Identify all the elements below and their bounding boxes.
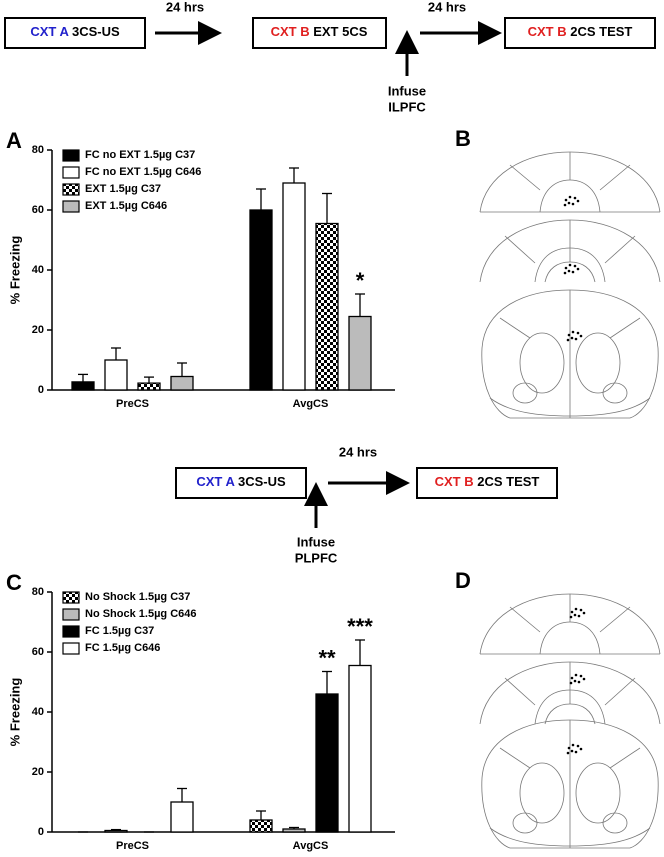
y-tick-label: 80: [32, 144, 44, 156]
legend-swatch: [62, 183, 80, 196]
bar: [315, 693, 339, 833]
interval: 24 hrs: [428, 0, 466, 14]
panel-label: D: [455, 568, 471, 593]
step-text: CXT B 2CS TEST: [435, 474, 540, 489]
infuse-site: ILPFC: [388, 99, 426, 114]
bar: [348, 315, 372, 391]
bar: [104, 359, 128, 391]
legend-label: FC no EXT 1.5µg C646: [85, 166, 201, 178]
bar: [71, 381, 95, 391]
y-tick-label: 80: [32, 586, 44, 598]
y-tick-label: 0: [38, 384, 44, 396]
significance: **: [318, 645, 336, 670]
protocol: CXT A 3CS-US 24 hrs CXT B EXT 5CS Infuse…: [4, 0, 656, 114]
y-tick-label: 40: [32, 706, 44, 718]
significance: ***: [347, 614, 373, 639]
step-box: [175, 467, 307, 499]
legend-swatch: [62, 166, 80, 179]
y-tick-label: 60: [32, 204, 44, 216]
infuse-site: PLPFC: [295, 550, 338, 565]
step-box: [252, 17, 387, 49]
x-tick-label: AvgCS: [293, 840, 329, 852]
bar: [249, 209, 273, 391]
step-text: CXT B 2CS TEST: [528, 24, 633, 39]
bar: [170, 801, 194, 833]
bar: [104, 829, 128, 833]
x-tick-label: PreCS: [116, 840, 149, 852]
step-box: [416, 467, 558, 499]
x-tick-label: AvgCS: [293, 398, 329, 410]
y-tick-label: 20: [32, 766, 44, 778]
infuse: Infuse: [388, 83, 426, 98]
bar: [282, 828, 306, 833]
legend-label: No Shock 1.5µg C646: [85, 608, 197, 620]
legend-label: No Shock 1.5µg C37: [85, 591, 190, 603]
legend-label: FC no EXT 1.5µg C37: [85, 149, 195, 161]
x-tick-label: PreCS: [116, 398, 149, 410]
step-box: [504, 17, 656, 49]
brain-sections: B D: [455, 126, 661, 849]
infuse: Infuse: [297, 534, 335, 549]
step-text: CXT A 3CS-US: [30, 24, 120, 39]
legend-swatch: [62, 608, 80, 621]
y-axis-label: % Freezing: [7, 678, 22, 747]
legend-swatch: [62, 591, 80, 604]
bar: [170, 375, 194, 391]
bar: [282, 182, 306, 391]
interval: 24 hrs: [339, 444, 377, 459]
legend-swatch: [62, 200, 80, 213]
y-tick-label: 0: [38, 826, 44, 838]
legend-label: EXT 1.5µg C646: [85, 200, 167, 212]
step-text: CXT B EXT 5CS: [271, 24, 368, 39]
legend-swatch: [62, 642, 80, 655]
panel-label: C: [6, 570, 22, 595]
legend-swatch: [62, 625, 80, 638]
interval: 24 hrs: [166, 0, 204, 14]
legend-label: FC 1.5µg C646: [85, 642, 160, 654]
panel-label: A: [6, 128, 22, 153]
legend-label: EXT 1.5µg C37: [85, 183, 161, 195]
step-text: CXT A 3CS-US: [196, 474, 286, 489]
y-tick-label: 40: [32, 264, 44, 276]
bar: [137, 382, 161, 391]
legend-swatch: [62, 149, 80, 162]
significance: *: [356, 268, 365, 293]
legend-label: FC 1.5µg C37: [85, 625, 154, 637]
step-box: [4, 17, 146, 49]
bar: [249, 819, 273, 833]
y-tick-label: 60: [32, 646, 44, 658]
protocol: CXT A 3CS-US Infuse PLPFC 24 hrs CXT B 2…: [175, 444, 558, 565]
y-tick-label: 20: [32, 324, 44, 336]
bar: [348, 664, 372, 833]
y-axis-label: % Freezing: [7, 236, 22, 305]
bar: [315, 222, 339, 391]
panel-label: B: [455, 126, 471, 151]
